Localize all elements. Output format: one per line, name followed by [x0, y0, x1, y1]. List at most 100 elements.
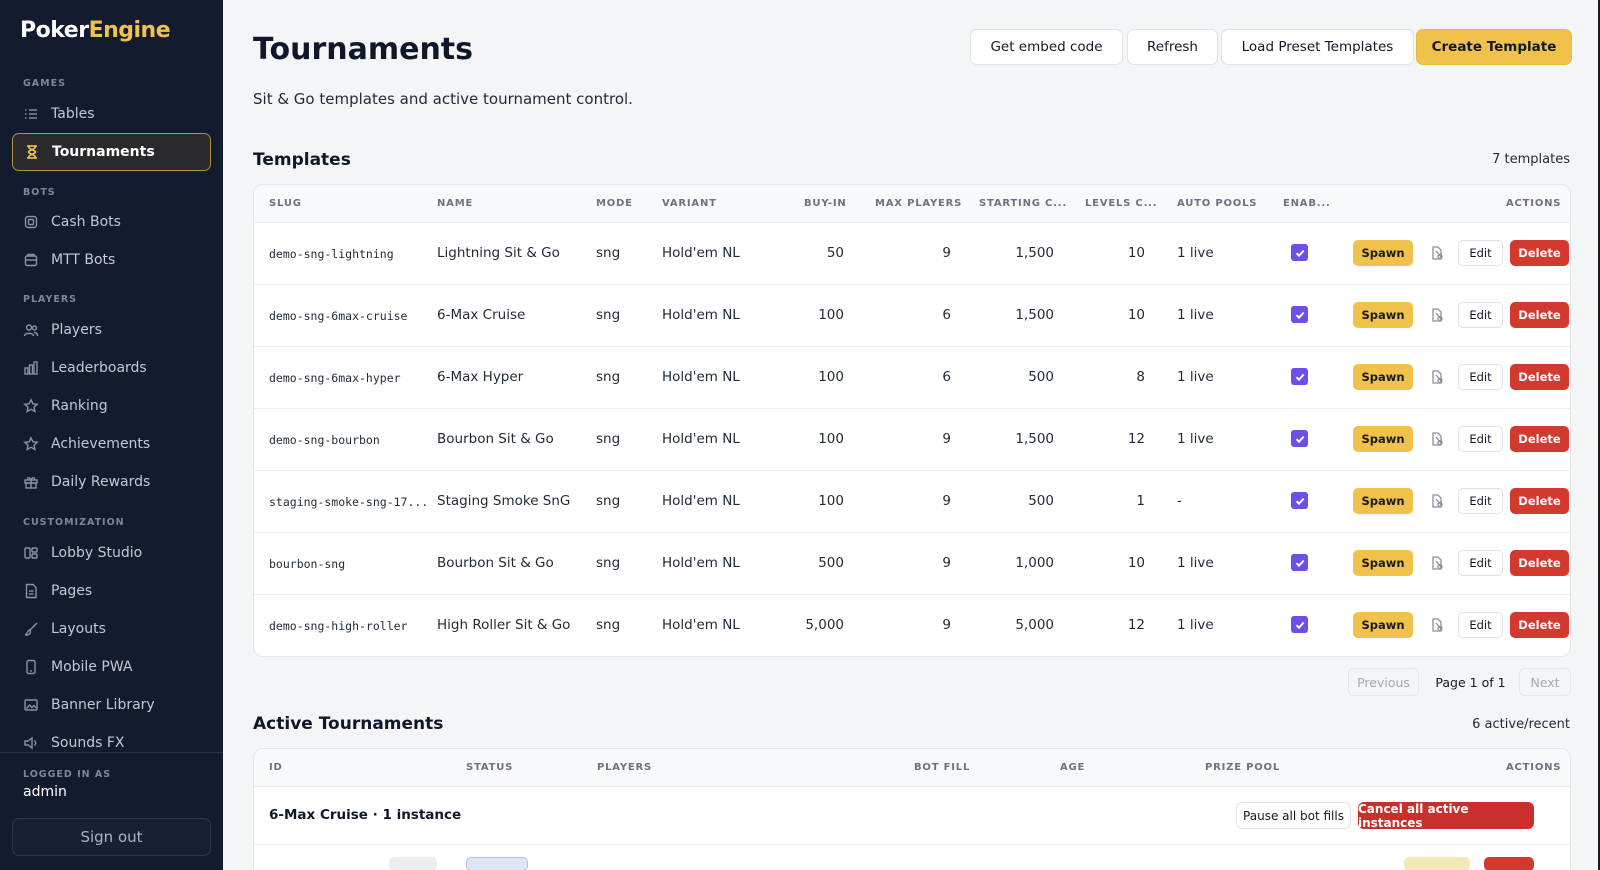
copy-icon[interactable] [1429, 555, 1445, 571]
list-icon [23, 106, 39, 122]
edit-button[interactable]: Edit [1458, 426, 1503, 452]
sidebar-item-sounds-fx[interactable]: Sounds FX [12, 724, 211, 750]
load-preset-templates-button[interactable]: Load Preset Templates [1221, 29, 1414, 65]
enabled-checkbox[interactable] [1291, 368, 1308, 385]
logged-in-label: LOGGED IN AS [23, 769, 112, 780]
delete-button[interactable]: Delete [1510, 488, 1569, 514]
col-name[interactable]: NAME [437, 198, 474, 209]
status-badge [466, 857, 528, 870]
edit-button[interactable]: Edit [1458, 240, 1503, 266]
refresh-button[interactable]: Refresh [1127, 29, 1218, 65]
star-icon [23, 398, 39, 414]
sidebar-item-achievements[interactable]: Achievements [12, 425, 211, 463]
copy-icon[interactable] [1429, 431, 1445, 447]
spawn-button[interactable]: Spawn [1353, 302, 1413, 328]
sidebar-item-lobby-studio[interactable]: Lobby Studio [12, 534, 211, 572]
sidebar-item-mobile-pwa[interactable]: Mobile PWA [12, 648, 211, 686]
col-prize-pool[interactable]: PRIZE POOL [1205, 762, 1281, 773]
enabled-checkbox[interactable] [1291, 244, 1308, 261]
edit-button[interactable]: Edit [1458, 302, 1503, 328]
spawn-button[interactable]: Spawn [1353, 364, 1413, 390]
auto-pools-cell: 1 live [1177, 555, 1214, 571]
col-starting-chips[interactable]: STARTING C... [979, 198, 1067, 209]
col-auto-pools[interactable]: AUTO POOLS [1177, 198, 1258, 209]
edit-button[interactable]: Edit [1458, 612, 1503, 638]
spawn-button[interactable]: Spawn [1353, 550, 1413, 576]
delete-button[interactable]: Delete [1510, 550, 1569, 576]
get-embed-code-button[interactable]: Get embed code [970, 29, 1123, 65]
users-icon [23, 322, 39, 338]
edit-button[interactable]: Edit [1458, 364, 1503, 390]
cancel-all-active-instances-button[interactable]: Cancel all active instances [1358, 802, 1534, 830]
col-status[interactable]: STATUS [466, 762, 514, 773]
clipped-row-button[interactable] [1404, 857, 1470, 870]
sign-out-button[interactable]: Sign out [12, 818, 211, 856]
pagination-next-button[interactable]: Next [1519, 668, 1571, 696]
spawn-button[interactable]: Spawn [1353, 426, 1413, 452]
sidebar-item-tables[interactable]: Tables [12, 95, 211, 133]
mode-cell: sng [596, 431, 621, 447]
edit-button[interactable]: Edit [1458, 550, 1503, 576]
col-variant[interactable]: VARIANT [662, 198, 717, 209]
enabled-checkbox[interactable] [1291, 492, 1308, 509]
col-players[interactable]: PLAYERS [597, 762, 653, 773]
pause-all-bot-fills-button[interactable]: Pause all bot fills [1236, 802, 1351, 829]
tournament-group-title: 6-Max Cruise · 1 instance [269, 807, 462, 823]
levels-cell: 1 [1136, 493, 1145, 509]
spawn-button[interactable]: Spawn [1353, 240, 1413, 266]
page-title: Tournaments [253, 32, 474, 67]
variant-cell: Hold'em NL [662, 555, 740, 571]
delete-button[interactable]: Delete [1510, 612, 1569, 638]
sidebar-item-daily-rewards[interactable]: Daily Rewards [12, 463, 211, 501]
enabled-checkbox[interactable] [1291, 554, 1308, 571]
sidebar-item-mtt-bots[interactable]: MTT Bots [12, 241, 211, 279]
delete-button[interactable]: Delete [1510, 240, 1569, 266]
pagination-previous-button[interactable]: Previous [1348, 668, 1419, 696]
col-mode[interactable]: MODE [596, 198, 633, 209]
col-bot-fill[interactable]: BOT FILL [914, 762, 971, 773]
sidebar: PokerEngine GAMES Tables Tournaments BOT… [0, 0, 223, 870]
starting-chips-cell: 1,500 [1015, 431, 1054, 447]
sidebar-item-pages[interactable]: Pages [12, 572, 211, 610]
brand-logo[interactable]: PokerEngine [20, 18, 171, 43]
mode-cell: sng [596, 307, 621, 323]
sidebar-item-label: Daily Rewards [51, 474, 151, 490]
copy-icon[interactable] [1429, 617, 1445, 633]
delete-button[interactable]: Delete [1510, 426, 1569, 452]
col-levels[interactable]: LEVELS C... [1085, 198, 1158, 209]
col-id[interactable]: ID [269, 762, 283, 773]
sidebar-item-players[interactable]: Players [12, 311, 211, 349]
enabled-checkbox[interactable] [1291, 616, 1308, 633]
col-actions: ACTIONS [1506, 198, 1562, 209]
enabled-checkbox[interactable] [1291, 306, 1308, 323]
col-max-players[interactable]: MAX PLAYERS [875, 198, 963, 209]
table-row: bourbon-sng Bourbon Sit & Go sng Hold'em NL… [254, 533, 1570, 595]
spawn-button[interactable]: Spawn [1353, 488, 1413, 514]
copy-icon[interactable] [1429, 493, 1445, 509]
max-players-cell: 6 [942, 369, 951, 385]
tournament-group-row: 6-Max Cruise · 1 instance Pause all bot … [254, 787, 1570, 845]
edit-button[interactable]: Edit [1458, 488, 1503, 514]
table-row: demo-sng-lightning Lightning Sit & Go sng H… [254, 223, 1570, 285]
sidebar-item-leaderboards[interactable]: Leaderboards [12, 349, 211, 387]
copy-icon[interactable] [1429, 307, 1445, 323]
sidebar-item-layouts[interactable]: Layouts [12, 610, 211, 648]
name-cell: Lightning Sit & Go [437, 245, 560, 261]
delete-button[interactable]: Delete [1510, 364, 1569, 390]
sidebar-item-cash-bots[interactable]: Cash Bots [12, 203, 211, 241]
spawn-button[interactable]: Spawn [1353, 612, 1413, 638]
sidebar-item-tournaments[interactable]: Tournaments [12, 133, 211, 171]
sidebar-item-banner-library[interactable]: Banner Library [12, 686, 211, 724]
clipped-row-button[interactable] [1484, 857, 1534, 870]
col-slug[interactable]: SLUG [269, 198, 302, 209]
col-age[interactable]: AGE [1060, 762, 1086, 773]
create-template-button[interactable]: Create Template [1416, 29, 1572, 65]
col-enabled[interactable]: ENAB... [1283, 198, 1331, 209]
col-buy-in[interactable]: BUY-IN [804, 198, 847, 209]
mode-cell: sng [596, 369, 621, 385]
copy-icon[interactable] [1429, 245, 1445, 261]
delete-button[interactable]: Delete [1510, 302, 1569, 328]
copy-icon[interactable] [1429, 369, 1445, 385]
sidebar-item-ranking[interactable]: Ranking [12, 387, 211, 425]
enabled-checkbox[interactable] [1291, 430, 1308, 447]
